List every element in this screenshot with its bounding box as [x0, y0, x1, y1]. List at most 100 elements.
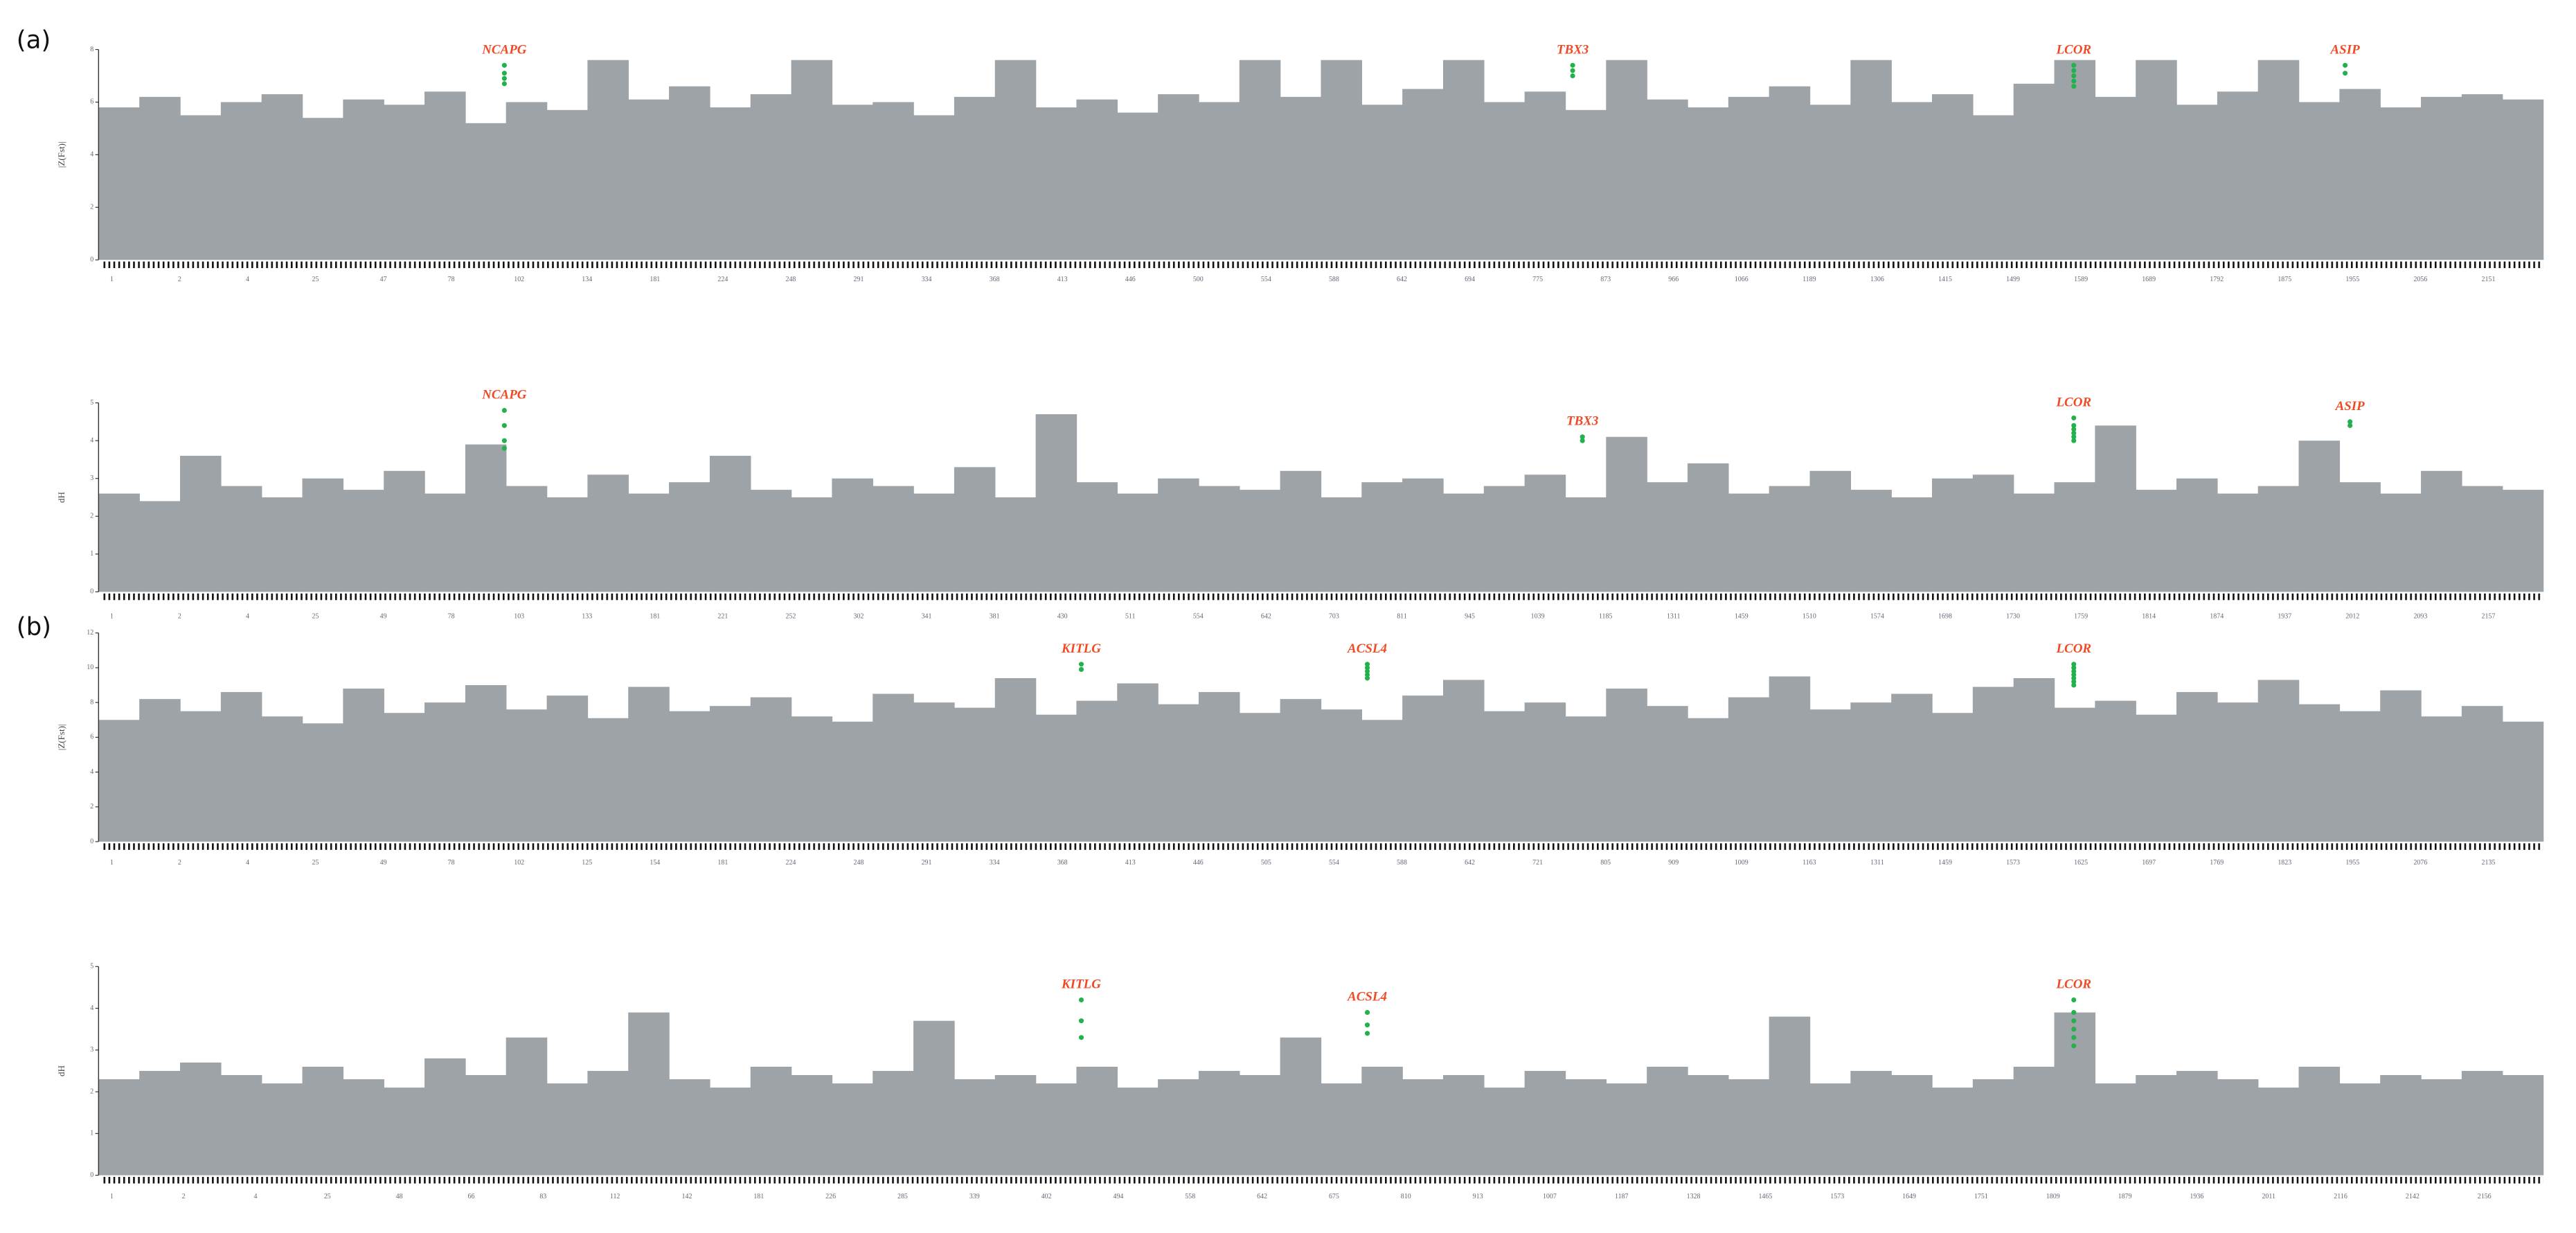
snp-mass [994, 497, 1037, 592]
snp-mass [1606, 436, 1647, 592]
snp-mass [2298, 102, 2341, 260]
snp-mass [1687, 1075, 1729, 1176]
x-tick-label: 500 [1193, 276, 1204, 283]
gene-snp [2071, 430, 2077, 436]
snp-mass [750, 1066, 792, 1176]
x-tick-label: 221 [717, 612, 728, 620]
snp-mass [709, 1088, 751, 1176]
snp-mass [1321, 497, 1362, 592]
snp-mass [1769, 1016, 1811, 1176]
snp-mass [1565, 497, 1607, 592]
x-tick-label: 134 [582, 276, 592, 283]
x-tick-label: 2151 [2482, 276, 2496, 283]
y-tick-label: 4 [90, 1004, 93, 1012]
x-tick-label: 1936 [2190, 1193, 2203, 1200]
x-tick-label: 675 [1329, 1193, 1339, 1200]
snp-mass [913, 702, 955, 842]
snp-mass [2013, 1066, 2055, 1176]
snp-mass [1687, 107, 1729, 260]
snp-mass [1565, 716, 1607, 842]
snp-mass [2380, 493, 2422, 592]
snp-mass [1483, 102, 1526, 260]
x-tick-label: 368 [990, 276, 1000, 283]
y-tick-label: 12 [87, 629, 93, 637]
x-tick-label: 103 [514, 612, 524, 620]
x-tick-label: 2116 [2334, 1193, 2347, 1200]
x-tick-label: 341 [922, 612, 932, 620]
x-tick-label: 2012 [2345, 612, 2359, 620]
snp-mass [180, 115, 222, 260]
x-tick-label: 83 [539, 1193, 546, 1200]
snp-mass [1076, 700, 1118, 842]
x-tick-label: 4 [253, 1193, 257, 1200]
snp-mass [1117, 493, 1159, 592]
snp-mass [1076, 99, 1118, 260]
snp-mass [506, 709, 548, 842]
x-tick-label: 642 [1397, 276, 1407, 283]
snp-mass [302, 723, 344, 842]
gene-snp [2071, 665, 2077, 671]
x-tick-label: 1730 [2006, 612, 2020, 620]
snp-mass [873, 693, 914, 842]
x-tick-label: 1415 [1938, 276, 1952, 283]
gene-snp [1364, 665, 1370, 671]
x-tick-label: 554 [1261, 276, 1271, 283]
x-axis-ticks [102, 593, 2543, 601]
snp-mass [2298, 704, 2341, 842]
snp-mass [1239, 490, 1281, 592]
snp-mass [954, 467, 996, 592]
snp-mass [1891, 693, 1933, 842]
x-tick-label: 224 [785, 859, 796, 867]
y-tick-label: 1 [90, 1130, 93, 1137]
gene-snp [2071, 62, 2077, 68]
snp-mass [1850, 702, 1892, 842]
snp-mass [1565, 109, 1607, 260]
snp-mass [913, 115, 955, 260]
x-tick-label: 810 [1401, 1193, 1411, 1200]
x-tick-label: 1066 [1735, 276, 1748, 283]
snp-mass [220, 102, 262, 260]
gene-label: LCOR [2055, 395, 2091, 409]
x-tick-label: 291 [922, 859, 932, 867]
snp-mass [98, 1079, 140, 1176]
snp-mass [261, 497, 303, 592]
y-tick-label: 0 [90, 256, 93, 263]
snp-mass [873, 102, 914, 260]
x-tick-label: 2142 [2406, 1193, 2420, 1200]
gene-snp [2071, 1018, 2077, 1024]
snp-mass [2461, 706, 2503, 842]
snp-mass [1850, 490, 1892, 592]
x-axis-ticks [102, 261, 2543, 269]
x-tick-label: 446 [1125, 276, 1136, 283]
snp-mass [2380, 1075, 2422, 1176]
snp-mass [546, 109, 589, 260]
gene-label: LCOR [2055, 641, 2091, 656]
x-tick-label: 446 [1193, 859, 1204, 867]
y-tick-label: 0 [90, 837, 93, 845]
x-tick-label: 252 [785, 612, 796, 620]
snp-mass [791, 60, 833, 260]
snp-mass [261, 1083, 303, 1176]
snp-mass [2421, 716, 2462, 842]
snp-mass [1728, 493, 1770, 592]
x-tick-label: 1792 [2210, 276, 2224, 283]
snp-mass [2502, 99, 2544, 260]
snp-mass [1117, 1088, 1159, 1176]
snp-mass [1809, 470, 1852, 592]
snp-mass [384, 713, 425, 842]
y-tick-label: 4 [90, 768, 93, 776]
x-tick-label: 102 [514, 859, 524, 867]
snp-mass [1483, 711, 1526, 842]
snp-mass [1606, 1083, 1647, 1176]
snp-mass [2054, 60, 2096, 260]
snp-mass [1239, 713, 1281, 842]
snp-mass [750, 94, 792, 260]
snp-mass [220, 692, 262, 842]
x-tick-label: 1306 [1870, 276, 1884, 283]
snp-mass [587, 718, 629, 842]
gene-snp [1078, 997, 1084, 1003]
snp-mass [1198, 102, 1240, 260]
snp-mass [1850, 60, 1892, 260]
x-tick-label: 1311 [1870, 859, 1884, 867]
snp-mass [1932, 94, 1974, 260]
